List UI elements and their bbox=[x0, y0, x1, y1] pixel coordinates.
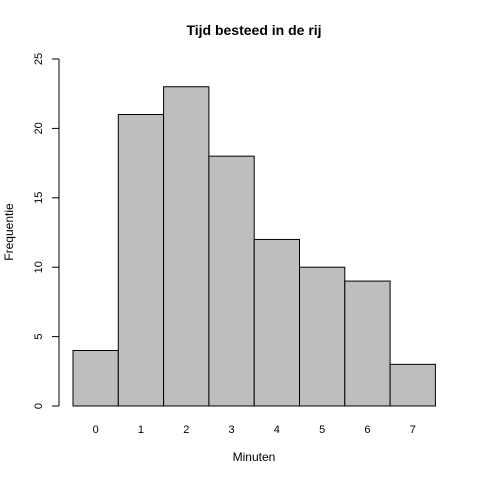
bars-group bbox=[72, 86, 436, 407]
y-axis-title: Frequentie bbox=[2, 203, 16, 261]
y-axis: 0 5 10 15 20 25 bbox=[33, 53, 60, 409]
x-axis-title: Minuten bbox=[233, 450, 276, 464]
x-tick-label: 2 bbox=[183, 424, 189, 436]
y-tick-label: 10 bbox=[33, 261, 45, 273]
chart-title: Tijd besteed in de rij bbox=[186, 22, 321, 38]
x-axis-labels: 0 1 2 3 4 5 6 7 bbox=[93, 424, 416, 436]
bar-0 bbox=[72, 349, 119, 407]
x-tick-label: 1 bbox=[138, 424, 144, 436]
bar-4 bbox=[253, 238, 300, 407]
x-tick-label: 3 bbox=[228, 424, 234, 436]
x-tick-label: 0 bbox=[93, 424, 99, 436]
bar-2 bbox=[163, 86, 210, 407]
y-tick-label: 5 bbox=[33, 334, 45, 340]
bar-6 bbox=[344, 280, 391, 407]
y-tick-label: 15 bbox=[33, 192, 45, 204]
y-tick-label: 25 bbox=[33, 53, 45, 65]
bar-7 bbox=[389, 363, 436, 407]
x-tick-label: 5 bbox=[319, 424, 325, 436]
x-tick-label: 4 bbox=[274, 424, 280, 436]
bar-5 bbox=[299, 266, 346, 407]
y-tick-label: 0 bbox=[33, 403, 45, 409]
x-tick-label: 6 bbox=[364, 424, 370, 436]
x-tick-label: 7 bbox=[410, 424, 416, 436]
y-tick-label: 20 bbox=[33, 122, 45, 134]
bar-3 bbox=[208, 155, 255, 407]
bar-1 bbox=[117, 114, 165, 407]
